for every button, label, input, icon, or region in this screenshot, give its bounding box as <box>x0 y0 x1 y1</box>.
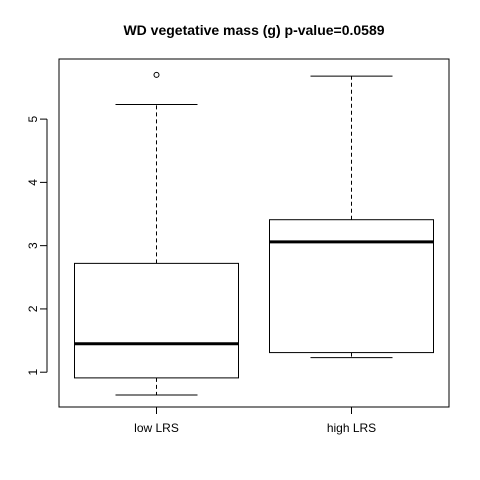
y-tick-label-3: 3 <box>26 242 40 249</box>
box-low-lrs <box>74 71 239 396</box>
y-tick-label-1: 1 <box>26 369 40 376</box>
x-tick-label-0: low LRS <box>134 421 179 435</box>
outlier-point-0 <box>153 71 160 78</box>
x-axis-labels: low LRS high LRS <box>134 407 376 435</box>
x-tick-label-1: high LRS <box>327 421 376 435</box>
boxes-layer <box>74 71 434 396</box>
y-tick-label-2: 2 <box>26 305 40 312</box>
box-high-lrs <box>269 75 434 359</box>
chart-title: WD vegetative mass (g) p-value=0.0589 <box>123 22 384 38</box>
iqr-box <box>74 262 239 379</box>
y-tick-label-4: 4 <box>26 179 40 186</box>
plot-frame <box>58 58 450 408</box>
y-axis: 1 2 3 4 5 <box>26 115 48 376</box>
iqr-box <box>269 219 434 354</box>
y-tick-label-5: 5 <box>26 115 40 122</box>
